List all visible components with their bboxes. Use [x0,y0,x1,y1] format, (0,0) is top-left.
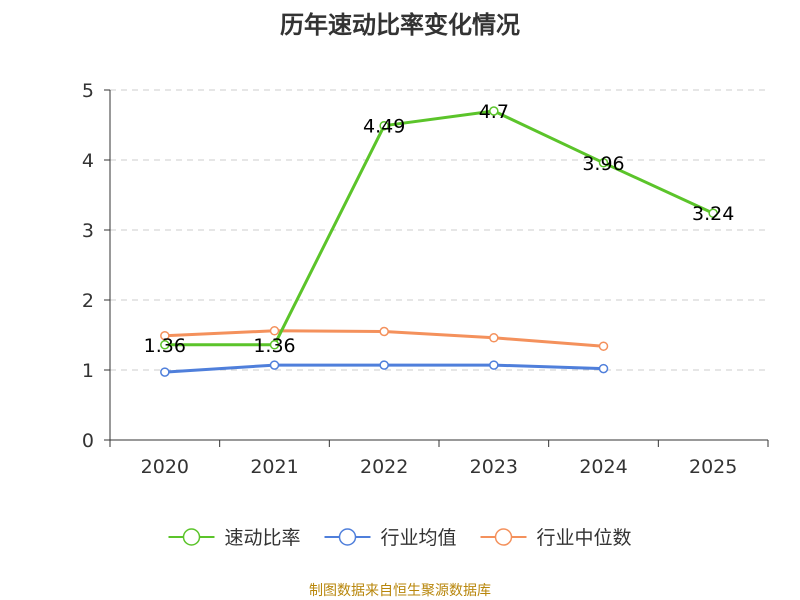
x-tick-label: 2022 [360,456,408,478]
legend-label: 行业均值 [381,527,457,549]
legend-marker-icon [184,529,200,545]
legend-item[interactable]: 行业均值 [325,527,457,549]
data-point [490,361,498,369]
chart: 历年速动比率变化情况 0 1 2 3 4 5 2020 2021 2022 2023 2024 202… [0,0,800,600]
legend-label: 行业中位数 [537,527,632,549]
data-label: 3.96 [582,153,624,175]
legend-marker-icon [496,529,512,545]
data-point [271,361,279,369]
data-label: 1.36 [144,335,186,357]
chart-title: 历年速动比率变化情况 [280,11,520,39]
grid-lines [110,90,768,370]
x-tick-label: 2024 [579,456,627,478]
legend-marker-icon [340,529,356,545]
data-point [380,328,388,336]
data-label: 3.24 [692,203,734,225]
series-line [165,111,713,345]
source-note: 制图数据来自恒生聚源数据库 [309,583,491,599]
data-point [490,334,498,342]
legend-item[interactable]: 行业中位数 [481,527,632,549]
data-point [380,361,388,369]
y-tick-label: 5 [82,80,94,102]
data-label: 4.7 [479,101,509,123]
data-point [600,342,608,350]
x-tick-label: 2021 [250,456,298,478]
data-point [161,368,169,376]
legend-label: 速动比率 [225,527,301,549]
axes: 0 1 2 3 4 5 2020 2021 2022 2023 2024 2025 [82,80,768,478]
y-tick-label: 3 [82,220,94,242]
x-tick-label: 2025 [689,456,737,478]
x-tick-label: 2020 [141,456,189,478]
data-point [271,327,279,335]
data-point [600,365,608,373]
data-label: 1.36 [253,335,295,357]
data-label: 4.49 [363,116,405,138]
y-tick-label: 0 [82,430,94,452]
x-tick-label: 2023 [470,456,518,478]
legend-item[interactable]: 速动比率 [169,527,301,549]
data-labels: 1.36 1.36 4.49 4.7 3.96 3.24 [144,101,735,357]
series-group [161,107,717,376]
y-tick-label: 4 [82,150,94,172]
legend[interactable]: 速动比率 行业均值 行业中位数 [169,527,632,549]
y-tick-label: 1 [82,360,94,382]
y-tick-label: 2 [82,290,94,312]
